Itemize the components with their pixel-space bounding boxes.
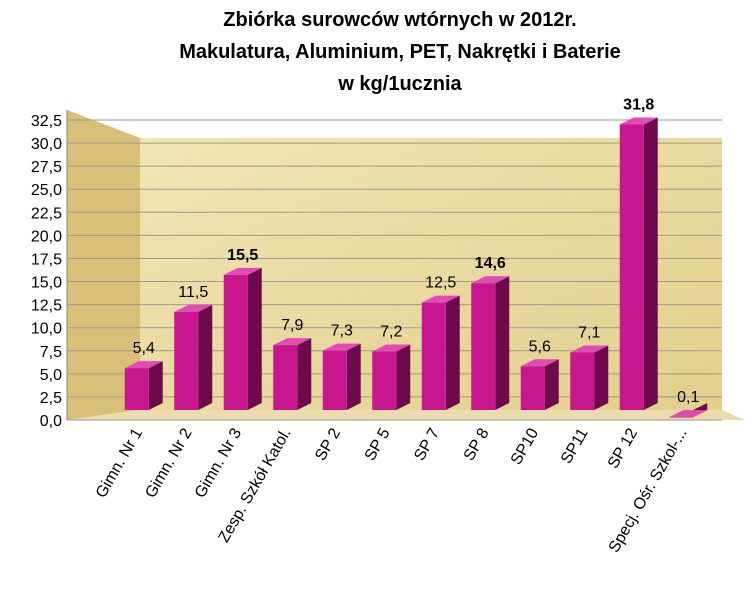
bar-face (346, 343, 361, 410)
bar-face (669, 410, 708, 418)
bar-face (471, 276, 510, 284)
y-tick-label: 30,0 (31, 136, 62, 153)
bar-face (570, 345, 609, 353)
bar (273, 338, 312, 410)
bar-face (445, 295, 460, 410)
bar-face (520, 359, 559, 367)
value-label: 0,1 (677, 389, 699, 406)
chart-title: Zbiórka surowców wtórnych w 2012r. (223, 9, 576, 31)
bar-face (247, 267, 262, 410)
y-tick-label: 20,0 (31, 228, 62, 245)
floor (67, 410, 745, 420)
bar-face (544, 359, 559, 410)
y-tick-label: 0,0 (40, 413, 62, 430)
bar-face (372, 344, 411, 352)
x-tick-label: SP10 (508, 425, 542, 467)
value-label: 5,6 (529, 338, 551, 355)
bar-face (643, 117, 658, 410)
bar-face (322, 350, 347, 410)
bar-face (421, 295, 460, 303)
value-label: 7,1 (578, 324, 600, 341)
value-label: 11,5 (178, 284, 208, 301)
y-tick-label: 17,5 (31, 251, 62, 268)
bar-face (421, 302, 446, 410)
x-tick-label: SP 5 (362, 425, 394, 463)
x-tick-label: SP 8 (461, 425, 493, 463)
bar-face (570, 352, 595, 410)
bar (619, 117, 658, 410)
bar-face (174, 311, 199, 410)
value-label: 7,9 (281, 317, 303, 334)
value-label: 7,3 (331, 323, 353, 340)
bar (322, 343, 361, 410)
y-tick-label: 5,0 (40, 367, 62, 384)
bar (223, 267, 262, 410)
bar (174, 304, 213, 410)
bar (570, 345, 609, 410)
bar-face (198, 304, 213, 410)
bar-face (223, 274, 248, 410)
bar-face (669, 417, 694, 418)
bar-face (471, 283, 496, 410)
bar (669, 403, 708, 418)
bar-face (124, 361, 163, 369)
value-label: 5,4 (133, 340, 155, 357)
y-tick-label: 27,5 (31, 159, 62, 176)
bar-face (594, 345, 609, 410)
value-label: 31,8 (623, 96, 654, 113)
y-tick-label: 7,5 (40, 344, 62, 361)
bar-face (396, 344, 411, 410)
y-tick-label: 25,0 (31, 182, 62, 199)
x-tick-label: SP 12 (605, 425, 641, 471)
bar (372, 344, 411, 410)
value-label: 7,2 (380, 324, 402, 341)
x-tick-label: Gimn. Nr 2 (142, 425, 195, 501)
bar-face (495, 276, 510, 410)
y-tick-label: 12,5 (31, 298, 62, 315)
x-tick-label: SP 2 (312, 425, 344, 463)
x-tick-label: SP 7 (411, 425, 443, 463)
bar (124, 361, 163, 410)
x-tick-label: Gimn. Nr 1 (93, 425, 146, 501)
y-tick-label: 2,5 (40, 390, 62, 407)
bar-face (273, 338, 312, 346)
bar-face (619, 117, 658, 125)
bar (421, 295, 460, 410)
x-tick-label: Gimn. Nr 3 (192, 425, 245, 501)
y-tick-label: 15,0 (31, 275, 62, 292)
bar-face (372, 351, 397, 410)
bar (471, 276, 510, 410)
bar-face (124, 368, 149, 410)
bar-face (619, 124, 644, 410)
value-label: 14,6 (475, 255, 506, 272)
side-wall (67, 110, 140, 420)
bar-face (297, 338, 312, 410)
value-label: 15,5 (227, 247, 258, 264)
bar (520, 359, 559, 410)
bar-face (174, 304, 213, 312)
chart-title: Makulatura, Aluminium, PET, Nakrętki i B… (179, 41, 621, 63)
bar-face (520, 366, 545, 410)
x-tick-label: SP11 (558, 425, 592, 466)
y-tick-label: 10,0 (31, 321, 62, 338)
bar-face (322, 343, 361, 351)
y-tick-label: 32,5 (31, 113, 62, 130)
value-label: 12,5 (425, 275, 456, 292)
bar-face (223, 267, 262, 275)
bar-face (273, 345, 298, 410)
y-tick-label: 22,5 (31, 205, 62, 222)
chart-title: w kg/1ucznia (337, 73, 462, 95)
bar-face (148, 361, 163, 410)
